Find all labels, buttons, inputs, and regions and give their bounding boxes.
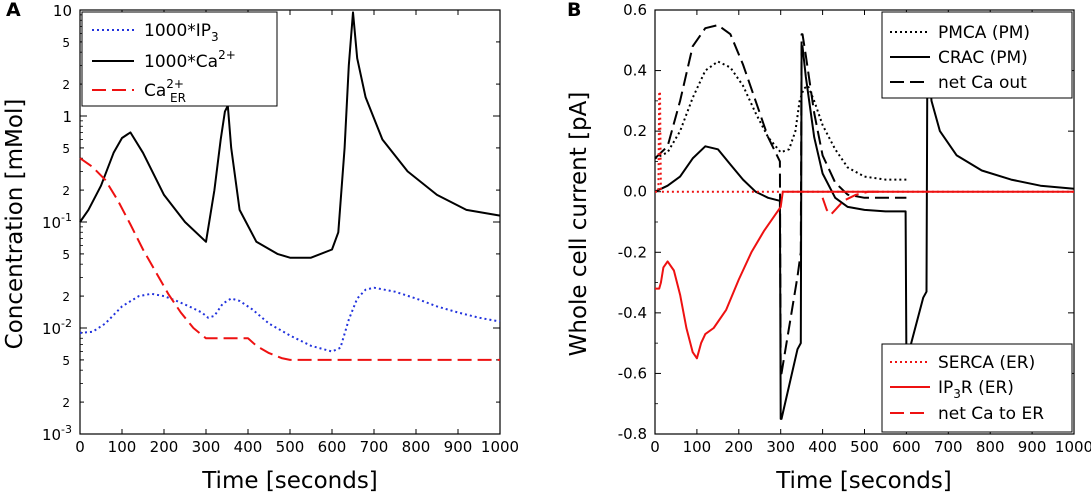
- panel-a-y-tick-label: 10-2: [42, 317, 72, 338]
- legend-pmca-label: PMCA (PM): [938, 23, 1030, 43]
- panel-b-series-serca: [655, 90, 1074, 193]
- legend-netcaer-label: net Ca to ER: [938, 404, 1044, 424]
- panel-b-legend-bottom: SERCA (ER) IP3R (ER) net Ca to ER: [881, 343, 1073, 433]
- panel-a-x-tick-label: 1000: [481, 438, 519, 456]
- panel-a-series-er: [79, 157, 500, 361]
- panel-b-series-ip3r: [655, 190, 1074, 360]
- panel-a-y-minor-tick-label: 2: [62, 78, 70, 92]
- panel-a-x-tick-label: 100: [108, 438, 137, 456]
- panel-a-y-minor-tick-label: 2: [62, 396, 70, 410]
- legend-ca-label: 1000*Ca2+: [144, 48, 236, 72]
- panel-a-x-tick-label: 600: [318, 438, 347, 456]
- panel-b-x-tick-label: 0: [650, 438, 660, 456]
- panel-b-x-tick-label: 900: [1018, 438, 1047, 456]
- panel-b-y-tick-label: 0.2: [623, 122, 647, 140]
- panel-b-x-tick-label: 800: [976, 438, 1005, 456]
- panel-b-series-netcaer: [821, 190, 882, 216]
- panel-b-x-axis-label: Time [seconds]: [775, 468, 952, 494]
- panel-a-y-minor-tick-label: 2: [62, 290, 70, 304]
- panel-a-y-axis-label: Concentration [mMol]: [2, 99, 28, 350]
- panel-a-y-minor-tick-label: 2: [62, 184, 70, 198]
- panel-b-y-tick-label: 0.6: [623, 1, 647, 19]
- panel-a-y-tick-label: 10-1: [42, 211, 72, 232]
- panel-b-series-pmca: [654, 60, 907, 181]
- panel-a-x-tick-label: 800: [402, 438, 431, 456]
- panel-b-chart: B 0 100 200 300 400 500 600 700 800 900 1000 0.6 0.4…: [566, 0, 1091, 494]
- panel-a-series-ca: [79, 11, 501, 259]
- legend-serca-label: SERCA (ER): [938, 353, 1035, 373]
- legend-ip3r-label: IP3R (ER): [938, 378, 1014, 401]
- panel-b-y-tick-label: -0.8: [618, 425, 647, 443]
- legend-crac-label: CRAC (PM): [938, 48, 1028, 68]
- panel-b-legend-top-box: [881, 11, 1073, 99]
- panel-a-x-tick-label: 300: [192, 438, 221, 456]
- panel-a-x-tick-label: 500: [276, 438, 305, 456]
- panel-b-x-tick-label: 600: [892, 438, 921, 456]
- panel-b-y-tick-label: 0.0: [623, 183, 647, 201]
- panel-a-y-tick-label: 10: [53, 2, 72, 20]
- panel-a-series-ip3: [79, 286, 501, 353]
- panel-a-x-axis-label: Time [seconds]: [201, 468, 378, 494]
- panel-b-x-tick-label: 100: [683, 438, 712, 456]
- panel-b-label: B: [567, 0, 581, 21]
- panel-b-y-tick-label: -0.4: [618, 304, 647, 322]
- panel-b-x-tick-label: 1000: [1055, 438, 1091, 456]
- legend-er-label: Ca2+ ER: [144, 77, 186, 105]
- panel-b-y-tick-label: 0.4: [623, 62, 647, 80]
- panel-a-x-tick-label: 0: [75, 438, 85, 456]
- panel-b-y-tick-label: -0.2: [618, 243, 647, 261]
- panel-a-x-tick-label: 200: [150, 438, 179, 456]
- panel-b-x-tick-label: 500: [850, 438, 879, 456]
- legend-netca-label: net Ca out: [938, 73, 1027, 93]
- panel-b-x-tick-label: 200: [724, 438, 753, 456]
- panel-b-x-tick-label: 400: [808, 438, 837, 456]
- panel-a-y-tick-label: 10-3: [42, 423, 72, 444]
- panel-a-x-tick-label: 700: [360, 438, 389, 456]
- panel-a-x-tick-label: 400: [234, 438, 263, 456]
- legend-ip3-label: 1000*IP3: [144, 21, 219, 44]
- panel-a-y-minor-tick-label: 5: [62, 354, 70, 368]
- panel-a-y-tick-label: 1: [62, 108, 72, 126]
- panel-b-x-tick-label: 700: [934, 438, 963, 456]
- panel-b-y-tick-label: -0.6: [618, 364, 647, 382]
- panel-a-chart: A 0 100 200 300 400 500 600 700 800 900 1000 10 1 10-…: [2, 0, 519, 494]
- panel-a-y-minor-tick-label: 5: [62, 248, 70, 262]
- panel-a-y-minor-tick-label: 5: [62, 36, 70, 50]
- panel-b-y-axis-label: Whole cell current [pA]: [566, 92, 592, 357]
- panel-a-y-minor-tick-label: 5: [62, 142, 70, 156]
- panel-a-x-tick-label: 900: [444, 438, 473, 456]
- panel-b-series-netca: [654, 24, 907, 375]
- panel-b-x-tick-label: 300: [766, 438, 795, 456]
- panel-a-legend: 1000*IP3 1000*Ca2+ Ca2+ ER: [81, 11, 278, 107]
- panel-a-label: A: [6, 0, 21, 21]
- panel-b-legend-top: PMCA (PM) CRAC (PM) net Ca out: [881, 11, 1073, 99]
